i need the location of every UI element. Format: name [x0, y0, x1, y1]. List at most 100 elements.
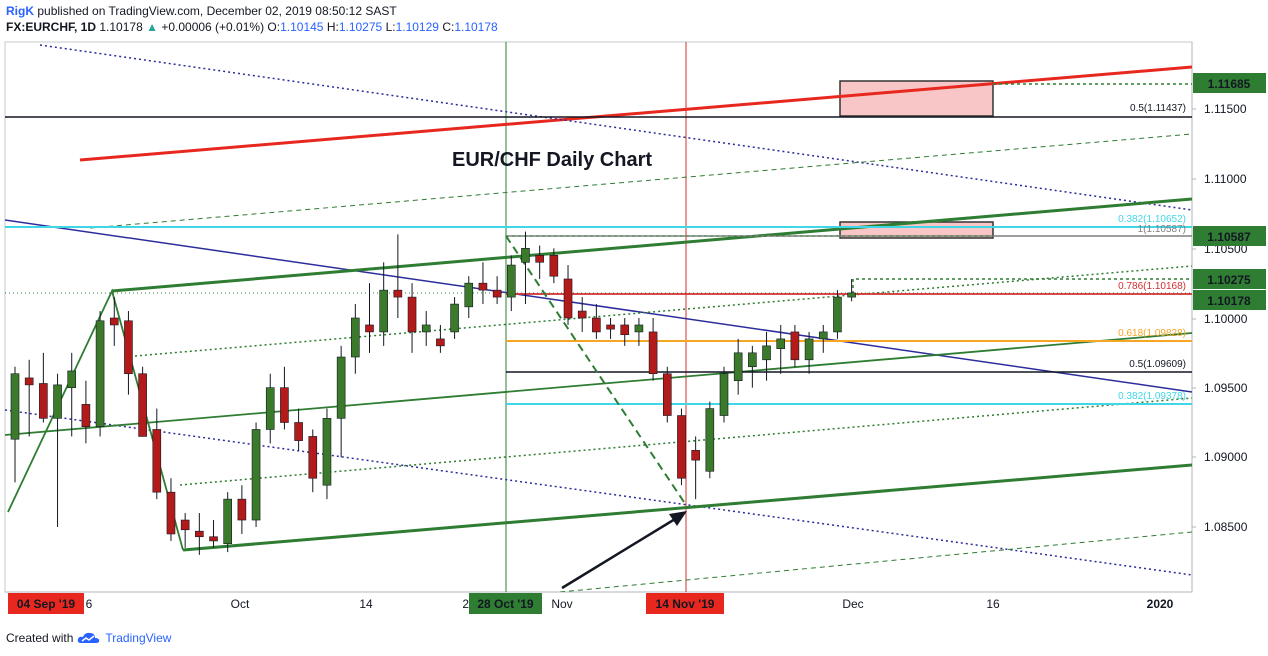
- candle-body[interactable]: [53, 384, 62, 419]
- date-marker-badge: [8, 593, 84, 614]
- candle-body[interactable]: [109, 317, 119, 326]
- candle-body[interactable]: [748, 352, 757, 368]
- candle-body[interactable]: [95, 320, 105, 427]
- change-arrow-icon: ▲: [146, 20, 158, 34]
- tradingview-brand-link[interactable]: TradingView: [105, 631, 172, 645]
- candle-body[interactable]: [492, 289, 502, 298]
- candle-body[interactable]: [322, 418, 332, 486]
- channel-upper-line[interactable]: [111, 197, 1192, 293]
- candle-body[interactable]: [677, 415, 686, 479]
- candle-body[interactable]: [209, 536, 218, 542]
- candle-body[interactable]: [223, 498, 232, 545]
- candle-body[interactable]: [592, 317, 601, 333]
- candle-body[interactable]: [393, 289, 403, 298]
- fib-level-label: 0.382(1.09378): [1118, 391, 1186, 402]
- candle-body[interactable]: [762, 345, 771, 361]
- price-badge: [1193, 73, 1266, 93]
- close-label: C:: [442, 20, 455, 34]
- candle-body[interactable]: [124, 320, 133, 375]
- candle-body[interactable]: [407, 296, 417, 333]
- price-axis-ticks: 1.115001.110001.105001.100001.095001.090…: [1192, 102, 1248, 534]
- candle-body[interactable]: [365, 324, 374, 333]
- candle-body[interactable]: [81, 404, 91, 427]
- candle-body[interactable]: [833, 296, 842, 333]
- publisher-name[interactable]: RigK: [6, 4, 34, 18]
- channel-lower-line[interactable]: [182, 463, 1192, 552]
- fib-level-label: 1(1.10587): [1138, 224, 1186, 235]
- candle-body[interactable]: [733, 352, 743, 382]
- x-tick-label: 16: [986, 597, 1000, 611]
- candle-body[interactable]: [67, 370, 77, 388]
- candle-body[interactable]: [379, 289, 388, 333]
- candle-body[interactable]: [436, 338, 445, 347]
- price-badge-label: 1.10275: [1207, 273, 1251, 287]
- price-badges: 1.11685 1.10587 1.10275 1.10178: [1193, 73, 1266, 310]
- created-with-text: Created with: [6, 631, 74, 645]
- candle-body[interactable]: [180, 519, 190, 531]
- candle-body[interactable]: [265, 387, 275, 430]
- candle-body[interactable]: [818, 331, 828, 340]
- candle-body[interactable]: [705, 408, 715, 472]
- candlestick-series[interactable]: [10, 231, 856, 555]
- candle-body[interactable]: [535, 255, 544, 263]
- candle-body[interactable]: [24, 377, 34, 386]
- candle-body[interactable]: [280, 387, 289, 423]
- price-badge-label: 1.11685: [1208, 77, 1251, 91]
- candle-body[interactable]: [577, 310, 587, 319]
- candle-body[interactable]: [294, 422, 303, 441]
- candle-body[interactable]: [464, 282, 474, 308]
- candle-body[interactable]: [506, 264, 516, 298]
- price-badge: [1193, 269, 1266, 289]
- candle-body[interactable]: [138, 373, 147, 437]
- candle-body[interactable]: [790, 331, 800, 361]
- candle-body[interactable]: [251, 429, 261, 521]
- candle-body[interactable]: [152, 429, 162, 493]
- candle-body[interactable]: [336, 356, 346, 419]
- low-value: 1.10129: [395, 20, 439, 34]
- price-badge: [1193, 290, 1266, 310]
- price-change: +0.00006 (+0.01%): [161, 20, 265, 34]
- price-badge-label: 1.10178: [1207, 294, 1251, 308]
- chart-header: RigK published on TradingView.com, Decem…: [6, 3, 498, 35]
- candle-body[interactable]: [10, 373, 20, 440]
- candle-body[interactable]: [804, 338, 814, 361]
- last-price: 1.10178: [99, 20, 143, 34]
- x-tick-label: 6: [86, 597, 93, 611]
- fib-level-label: 0.618(1.09828): [1118, 328, 1186, 339]
- candle-body[interactable]: [634, 324, 644, 333]
- arrow-shaft: [561, 514, 681, 590]
- candle-body[interactable]: [39, 383, 48, 419]
- candle-body[interactable]: [563, 278, 573, 319]
- fib-level-label: 0.786(1.10168): [1118, 281, 1186, 292]
- candle-body[interactable]: [549, 255, 559, 277]
- candle-body[interactable]: [662, 373, 672, 416]
- close-value: 1.10178: [454, 20, 498, 34]
- candle-body[interactable]: [421, 324, 431, 333]
- candle-body[interactable]: [847, 292, 856, 298]
- high-value: 1.10275: [338, 20, 383, 34]
- candle-body[interactable]: [691, 450, 700, 461]
- arrow-icon: [669, 511, 687, 526]
- red-resistance-trendline[interactable]: [79, 65, 1192, 162]
- candle-body[interactable]: [478, 282, 488, 291]
- date-marker-label: 28 Oct '19: [477, 597, 534, 611]
- candle-body[interactable]: [308, 436, 318, 479]
- candle-body[interactable]: [450, 303, 459, 333]
- navy-dotted-trendline[interactable]: [39, 44, 1192, 211]
- candle-body[interactable]: [521, 248, 530, 263]
- wave-projection-line[interactable]: [505, 235, 687, 506]
- candle-body[interactable]: [166, 491, 176, 535]
- x-tick-label: 14: [359, 597, 373, 611]
- channel-middle-line[interactable]: [5, 332, 1192, 436]
- candle-body[interactable]: [719, 373, 729, 416]
- date-marker-badge: [646, 593, 724, 614]
- candle-body[interactable]: [606, 324, 615, 330]
- candle-body[interactable]: [351, 317, 360, 358]
- candle-body[interactable]: [237, 498, 247, 521]
- candle-body[interactable]: [648, 331, 658, 375]
- navy-descending-trendline[interactable]: [5, 219, 1192, 393]
- candle-body[interactable]: [620, 324, 630, 336]
- candle-body[interactable]: [776, 338, 786, 349]
- candle-body[interactable]: [195, 530, 204, 538]
